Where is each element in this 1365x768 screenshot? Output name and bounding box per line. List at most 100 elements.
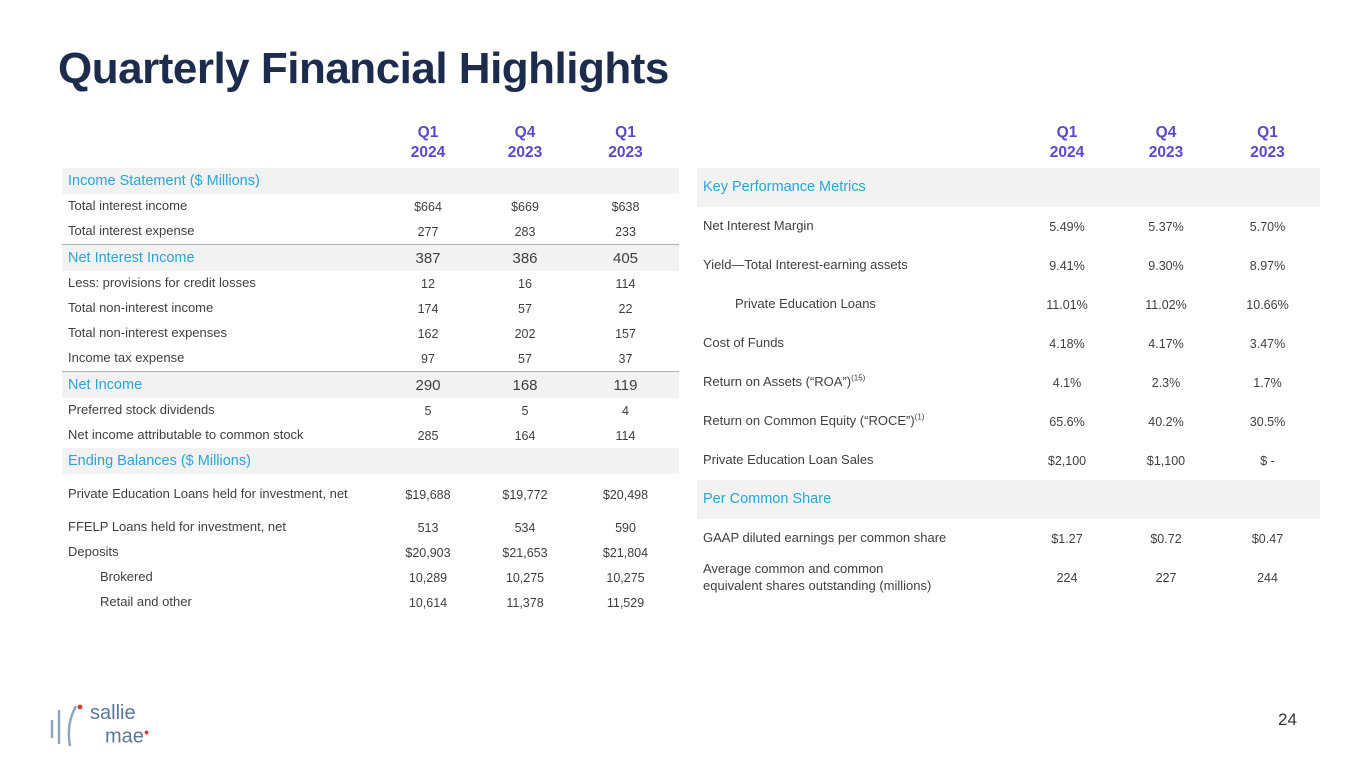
footnote-marker: (1)	[914, 413, 925, 423]
cell-value: 114	[615, 428, 636, 443]
section-header-label: Per Common Share	[703, 491, 832, 508]
page-number: 24	[1278, 710, 1297, 729]
cell-value: 10,275	[606, 570, 645, 585]
cell-value: 513	[417, 520, 439, 535]
cell-value: $1.27	[1051, 531, 1083, 546]
cell-value: 3.47%	[1249, 336, 1286, 351]
row-label: Retail and other	[100, 594, 192, 610]
column-header-quarter: Q1	[1257, 124, 1278, 141]
column-header: Q4 2023	[1117, 120, 1215, 168]
cell-value: 4.17%	[1148, 336, 1184, 351]
subtotal-row: Net Income 290 168 119	[62, 371, 679, 398]
cell-value: 11,378	[506, 595, 544, 610]
footnote-marker: (15)	[851, 374, 866, 384]
cell-value: 11.02%	[1145, 297, 1187, 312]
cell-value: 168	[512, 376, 538, 394]
row-label: Private Education Loan Sales	[703, 452, 874, 468]
row-label: FFELP Loans held for investment, net	[68, 519, 286, 535]
cell-value: 11,529	[606, 595, 645, 610]
table-row: Private Education Loan Sales $2,100 $1,1…	[697, 441, 1320, 480]
cell-value: 16	[518, 276, 532, 291]
cell-value: 30.5%	[1249, 414, 1286, 429]
registered-dot: ●	[143, 727, 150, 737]
cell-value: 202	[514, 326, 536, 341]
row-label: Yield—Total Interest-earning assets	[703, 257, 908, 273]
row-label: Total interest income	[68, 198, 188, 214]
cell-value: 224	[1056, 570, 1078, 585]
section-header-row: Per Common Share	[697, 480, 1320, 519]
table-row: Yield—Total Interest-earning assets 9.41…	[697, 246, 1320, 285]
table-row: Total interest income $664 $669 $638	[62, 194, 679, 219]
cell-value: $0.72	[1150, 531, 1182, 546]
cell-value: $21,653	[502, 545, 548, 560]
table-row: Total non-interest expenses 162 202 157	[62, 321, 679, 346]
cell-value: $ -	[1260, 453, 1275, 468]
cell-value: 114	[615, 276, 636, 291]
cell-value: 12	[421, 276, 435, 291]
row-label-text: Return on Assets (“ROA”)	[703, 374, 852, 390]
column-header: Q1 2024	[378, 120, 478, 168]
row-label: Average common and common equivalent sha…	[703, 561, 932, 593]
logo-word-mae: mae●	[105, 725, 150, 748]
table-row: Cost of Funds 4.18% 4.17% 3.47%	[697, 324, 1320, 363]
table-row: Brokered 10,289 10,275 10,275	[62, 565, 679, 590]
cell-value: 387	[415, 249, 441, 267]
table-row: Less: provisions for credit losses 12 16…	[62, 271, 679, 296]
row-label: Net income attributable to common stock	[68, 427, 304, 443]
cell-value: 5.37%	[1148, 219, 1184, 234]
cell-value: 10,614	[408, 595, 448, 610]
column-header-row: Q1 2024 Q4 2023 Q1 2023	[697, 120, 1320, 168]
row-label: Private Education Loans	[735, 296, 876, 312]
table-row: Private Education Loans held for investm…	[62, 474, 679, 515]
section-header-row: Income Statement ($ Millions)	[62, 168, 679, 194]
cell-value: 9.41%	[1049, 258, 1085, 273]
subtotal-row: Net Interest Income 387 386 405	[62, 244, 679, 271]
slide-title: Quarterly Financial Highlights	[58, 44, 669, 93]
cell-value: 227	[1155, 570, 1177, 585]
cell-value: 57	[518, 351, 532, 366]
cell-value: 9.30%	[1148, 258, 1184, 273]
cell-value: 157	[615, 326, 636, 341]
column-header-quarter: Q1	[417, 124, 439, 141]
row-label: Total non-interest expenses	[68, 325, 227, 341]
cell-value: 10,275	[505, 570, 545, 585]
cell-value: 174	[417, 301, 439, 316]
row-label: Preferred stock dividends	[68, 402, 215, 418]
table-row: Total non-interest income 174 57 22	[62, 296, 679, 321]
section-header-label: Income Statement ($ Millions)	[68, 172, 260, 189]
cell-value: 277	[417, 224, 439, 239]
row-label: Net Interest Margin	[703, 218, 814, 234]
cell-value: 37	[618, 351, 633, 366]
cell-value: 285	[417, 428, 439, 443]
cell-value: 1.7%	[1253, 375, 1282, 390]
column-header-year: 2023	[507, 144, 543, 161]
cell-value: 5.70%	[1249, 219, 1286, 234]
cell-value: $20,903	[405, 545, 451, 560]
column-header: Q1 2023	[1215, 120, 1320, 168]
row-label: Deposits	[68, 544, 119, 560]
cell-value: 534	[514, 520, 536, 535]
row-label: Less: provisions for credit losses	[68, 275, 256, 291]
row-label: Return on Assets (“ROA”)(15)	[697, 374, 1017, 390]
cell-value: 4.18%	[1049, 336, 1085, 351]
cell-value: $638	[611, 199, 640, 214]
row-label: Total interest expense	[68, 223, 195, 239]
table-row: Preferred stock dividends 5 5 4	[62, 398, 679, 423]
column-header-quarter: Q1	[615, 124, 636, 141]
row-label: Cost of Funds	[703, 335, 784, 351]
cell-value: 2.3%	[1151, 375, 1181, 390]
logo-word-sallie: sallie	[90, 702, 136, 724]
row-label-text: Return on Common Equity (“ROCE”)	[703, 413, 915, 429]
cell-value: 5.49%	[1049, 219, 1085, 234]
cell-value: 10.66%	[1246, 297, 1289, 312]
table-row: Average common and common equivalent sha…	[697, 558, 1320, 597]
logo-bars-icon	[50, 704, 83, 747]
cell-value: 65.6%	[1049, 414, 1085, 429]
cell-value: $0.47	[1251, 531, 1284, 546]
sallie-mae-logo: sallie mae●	[46, 698, 176, 756]
cell-value: 8.97%	[1249, 258, 1286, 273]
cell-value: $20,498	[602, 487, 649, 502]
cell-value: 244	[1257, 570, 1278, 585]
column-header: Q1 2023	[572, 120, 679, 168]
cell-value: $664	[414, 199, 442, 214]
